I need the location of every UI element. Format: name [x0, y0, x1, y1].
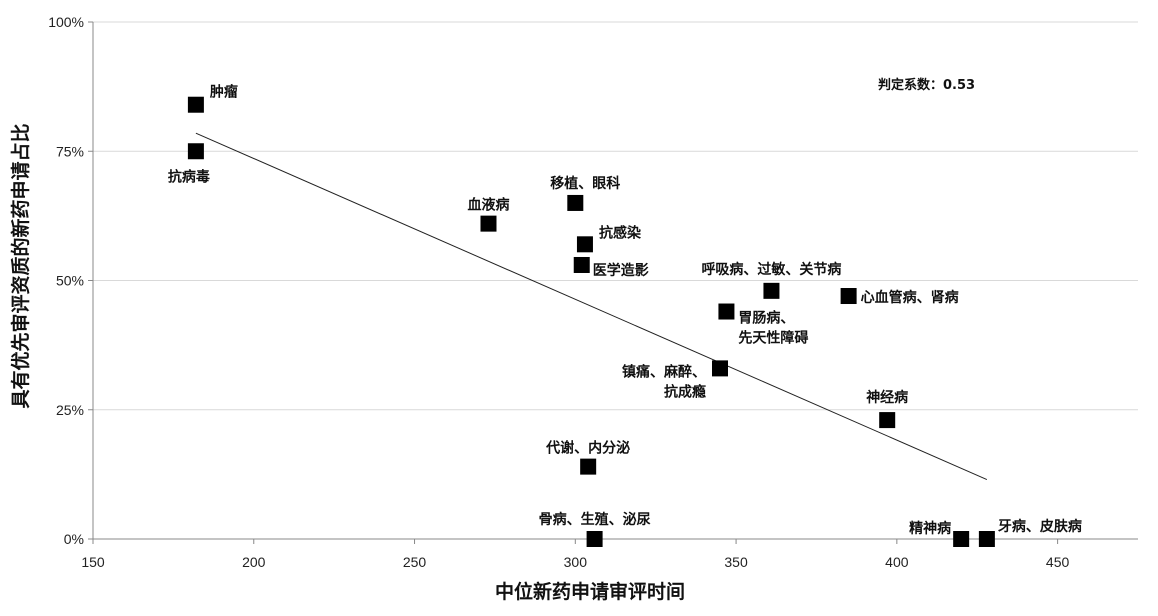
point-label: 代谢、内分泌	[545, 440, 630, 457]
grid-lines	[93, 21, 1138, 411]
point-label: 肿瘤	[210, 84, 238, 101]
x-axis-title: 中位新药申请审评时间	[495, 580, 685, 603]
data-point	[718, 303, 735, 320]
x-tick-label: 150	[81, 554, 105, 570]
data-point	[978, 531, 995, 547]
data-point	[879, 412, 896, 429]
data-point	[763, 282, 780, 299]
point-label: 胃肠病、	[738, 310, 794, 327]
x-tick-label: 400	[885, 554, 909, 570]
x-tick-label: 250	[403, 554, 427, 570]
trendline-group	[195, 132, 988, 481]
trendline	[195, 132, 988, 481]
data-point	[840, 288, 857, 305]
data-point	[573, 256, 590, 273]
r-squared-annotation: 判定系数：0.53	[878, 77, 975, 93]
point-label: 抗感染	[599, 224, 642, 241]
data-point	[953, 531, 970, 547]
y-tick-label: 25%	[56, 402, 84, 418]
data-point	[712, 360, 728, 377]
point-label: 医学造影	[593, 262, 649, 279]
point-label: 移植、眼科	[550, 175, 620, 192]
data-point	[586, 531, 603, 547]
data-point	[187, 96, 204, 113]
data-point	[187, 143, 204, 160]
y-tick-label: 50%	[56, 273, 84, 289]
data-point	[567, 194, 584, 211]
y-tick-label: 0%	[64, 531, 84, 547]
tick-labels: 0% 25% 50% 75% 100% 150 200 250 300 350 400 450	[48, 14, 1069, 570]
data-point	[480, 215, 497, 232]
x-tick-label: 300	[564, 554, 588, 570]
y-axis-title: 具有优先审评资质的新药申请占比	[9, 123, 32, 408]
point-label: 镇痛、麻醉、	[622, 363, 706, 380]
point-label: 抗成瘾	[664, 383, 706, 400]
x-tick-label: 450	[1046, 554, 1070, 570]
axes	[88, 21, 1138, 544]
x-tick-label: 350	[724, 554, 748, 570]
point-label: 神经病	[866, 389, 908, 406]
data-point	[576, 236, 593, 253]
point-label: 血液病	[467, 197, 509, 214]
point-label: 心血管病、肾病	[861, 289, 959, 306]
point-label: 呼吸病、过敏、关节病	[701, 261, 841, 278]
point-label: 先天性障碍	[738, 330, 808, 347]
data-point	[580, 458, 597, 475]
point-label: 骨病、生殖、泌尿	[539, 511, 651, 528]
x-tick-label: 200	[242, 554, 266, 570]
point-label: 精神病	[909, 520, 951, 537]
point-label: 抗病毒	[168, 168, 210, 185]
point-label: 牙病、皮肤病	[998, 518, 1082, 535]
data-points	[187, 96, 995, 547]
y-tick-label: 75%	[56, 143, 84, 159]
y-tick-label: 100%	[48, 14, 84, 30]
